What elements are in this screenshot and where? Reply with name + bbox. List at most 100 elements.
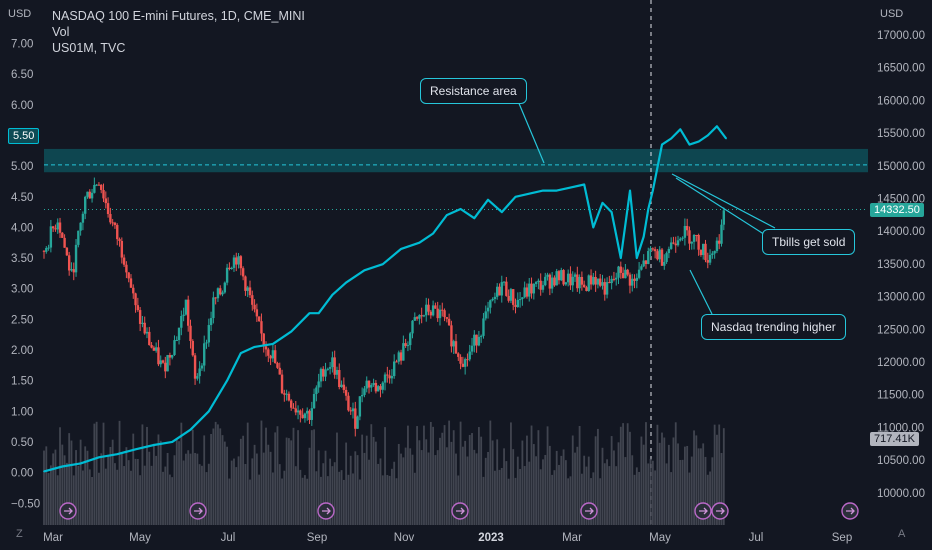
volume-bar bbox=[354, 451, 357, 525]
candle-body bbox=[635, 277, 639, 281]
candle-body bbox=[193, 355, 197, 379]
right-tick-label: 11500.00 bbox=[877, 390, 924, 402]
candle-body bbox=[241, 268, 245, 277]
right-tick-label: 12500.00 bbox=[877, 324, 925, 336]
volume-bar bbox=[603, 463, 606, 525]
legend-overlay[interactable]: US01M, TVC bbox=[52, 41, 126, 55]
candle-body bbox=[168, 355, 172, 358]
volume-bar bbox=[43, 450, 45, 525]
candle-body bbox=[390, 376, 394, 379]
us01m-point bbox=[272, 343, 274, 345]
candle-body bbox=[290, 400, 293, 408]
candle-body bbox=[88, 191, 91, 199]
us01m-point bbox=[446, 214, 448, 216]
volume-bar bbox=[516, 456, 519, 525]
legend-title[interactable]: NASDAQ 100 E-mini Futures, 1D, CME_MINI bbox=[52, 9, 305, 23]
candle-body bbox=[138, 310, 142, 324]
us01m-point bbox=[679, 128, 682, 131]
volume-bar bbox=[521, 440, 524, 525]
auto-scale-a-label[interactable]: A bbox=[898, 528, 906, 540]
legend-volume[interactable]: Vol bbox=[52, 25, 70, 39]
event-marker-icon[interactable] bbox=[451, 502, 469, 520]
candle-body bbox=[436, 308, 439, 319]
candle-body bbox=[315, 387, 318, 395]
candle-body bbox=[214, 297, 217, 299]
left-tick-label: 2.50 bbox=[11, 314, 33, 326]
volume-bar bbox=[700, 448, 702, 525]
volume-bar bbox=[182, 460, 185, 525]
us01m-point bbox=[620, 257, 622, 259]
volume-bar bbox=[230, 460, 233, 525]
candle-body bbox=[264, 346, 268, 350]
volume-bar bbox=[130, 470, 132, 525]
volume-bar bbox=[258, 474, 261, 525]
candle-body bbox=[631, 278, 634, 286]
candle-body bbox=[180, 315, 183, 328]
event-marker-icon[interactable] bbox=[711, 502, 729, 520]
candle-body bbox=[688, 230, 691, 244]
volume-bar bbox=[207, 463, 210, 525]
volume-bar bbox=[580, 473, 583, 525]
candle-body bbox=[79, 222, 82, 231]
volume-bar bbox=[244, 463, 247, 525]
event-marker-icon[interactable] bbox=[189, 502, 207, 520]
candle-body bbox=[372, 382, 375, 386]
volume-bar bbox=[711, 457, 714, 525]
volume-bar bbox=[395, 478, 398, 525]
volume-bar bbox=[345, 442, 348, 525]
volume-bar bbox=[587, 456, 590, 525]
volume-bar bbox=[606, 459, 608, 525]
event-marker-icon[interactable] bbox=[59, 502, 77, 520]
event-marker-icon[interactable] bbox=[841, 502, 859, 520]
volume-bar bbox=[425, 439, 428, 525]
timezone-z-label[interactable]: Z bbox=[16, 528, 23, 540]
volume-bar bbox=[77, 465, 80, 525]
candle-body bbox=[642, 260, 645, 267]
volume-bar bbox=[315, 471, 318, 525]
candle-body bbox=[708, 254, 712, 263]
left-tick-label: 6.00 bbox=[11, 100, 33, 112]
candle-body bbox=[251, 295, 254, 305]
volume-bar bbox=[551, 474, 554, 525]
volume-bar bbox=[679, 459, 682, 525]
volume-bar bbox=[617, 442, 620, 525]
volume-bar bbox=[647, 463, 650, 525]
event-marker-icon[interactable] bbox=[580, 502, 598, 520]
volume-bar bbox=[338, 471, 341, 525]
volume-bar bbox=[191, 429, 194, 525]
volume-bar bbox=[461, 446, 464, 525]
volume-bar bbox=[82, 470, 84, 525]
candle-body bbox=[578, 276, 581, 289]
event-marker-icon[interactable] bbox=[694, 502, 712, 520]
candle-body bbox=[278, 367, 281, 375]
volume-bar bbox=[61, 444, 64, 525]
candle-body bbox=[54, 228, 57, 230]
us01m-point bbox=[331, 294, 334, 296]
volume-bar bbox=[198, 464, 201, 525]
candle-body bbox=[90, 192, 94, 199]
callout-resistance-area[interactable]: Resistance area bbox=[420, 78, 527, 104]
right-tick-label: 14000.00 bbox=[877, 226, 925, 238]
volume-bar bbox=[212, 428, 215, 525]
us01m-line-layer bbox=[43, 125, 727, 473]
candle-body bbox=[333, 357, 336, 375]
event-marker-icon[interactable] bbox=[317, 502, 335, 520]
volume-bar bbox=[624, 457, 627, 525]
callout-tbills-sold[interactable]: Tbills get sold bbox=[762, 229, 856, 255]
nasdaq-connector bbox=[689, 269, 713, 315]
volume-bar bbox=[665, 463, 668, 525]
volume-bar bbox=[201, 465, 203, 525]
candle-body bbox=[150, 345, 153, 348]
candle-body bbox=[438, 309, 442, 319]
left-axis-currency: USD bbox=[8, 8, 32, 20]
volume-bar bbox=[278, 464, 281, 525]
volume-bar bbox=[317, 450, 320, 525]
volume-bar bbox=[702, 443, 705, 525]
candle-body bbox=[77, 230, 80, 245]
volume-bar bbox=[480, 436, 483, 525]
callout-nasdaq-trending[interactable]: Nasdaq trending higher bbox=[701, 314, 846, 340]
volume-bar bbox=[544, 454, 547, 525]
candle-body bbox=[523, 287, 526, 298]
volume-bar bbox=[326, 476, 329, 525]
candle-body bbox=[596, 278, 600, 285]
